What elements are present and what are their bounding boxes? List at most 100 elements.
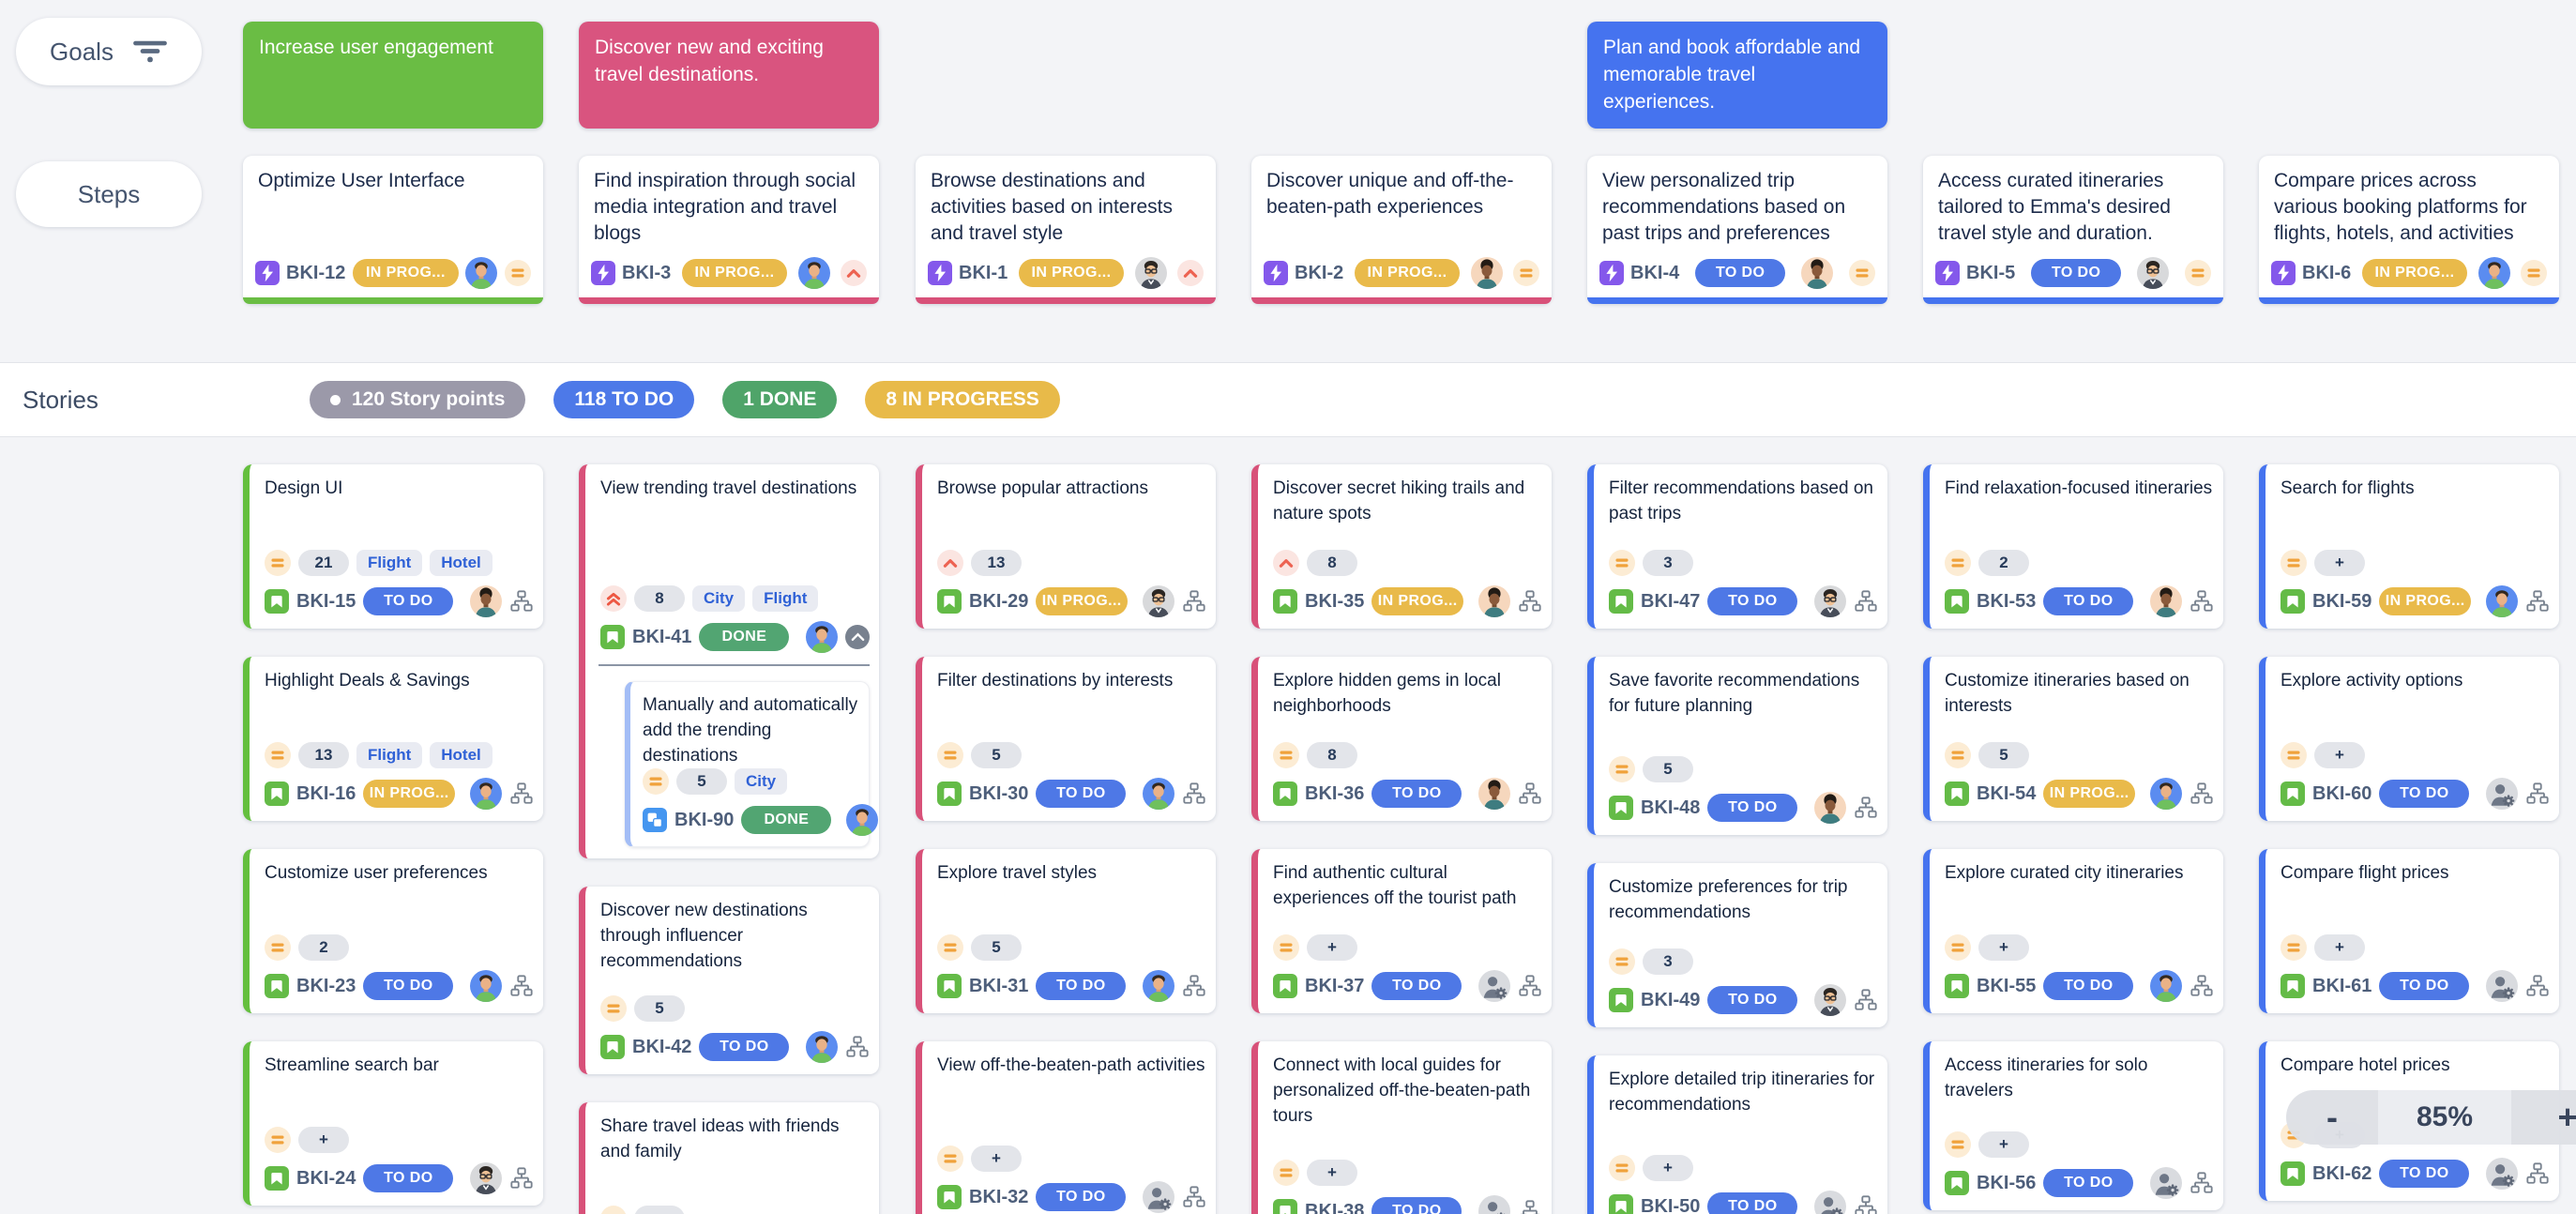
status-lozenge[interactable]: DONE: [699, 623, 790, 651]
add-child-tree-icon[interactable]: [2525, 974, 2550, 998]
goal-card[interactable]: Plan and book affordable and memorable t…: [1587, 22, 1887, 129]
story-card[interactable]: Save favorite recommendations for future…: [1587, 657, 1887, 835]
unassigned-avatar[interactable]: [1478, 970, 1510, 1002]
story-card[interactable]: Streamline search bar + BKI-24 TO DO: [243, 1041, 543, 1206]
avatar[interactable]: [1801, 257, 1834, 289]
status-lozenge[interactable]: TO DO: [699, 1033, 790, 1061]
story-card[interactable]: Find relaxation-focused itineraries 2 BKI-…: [1923, 464, 2223, 629]
estimate-pill[interactable]: +: [2314, 550, 2365, 576]
story-card[interactable]: Explore detailed trip itineraries for re…: [1587, 1055, 1887, 1214]
add-child-tree-icon[interactable]: [2190, 782, 2214, 806]
status-lozenge[interactable]: TO DO: [363, 587, 454, 615]
subtask-card[interactable]: Manually and automatically add the trend…: [625, 681, 879, 847]
status-lozenge[interactable]: IN PROG...: [352, 259, 459, 287]
estimate-pill[interactable]: 21: [298, 550, 349, 576]
story-card[interactable]: Highlight Deals & Savings 13 Flight Hotel BK…: [243, 657, 543, 821]
avatar[interactable]: [1814, 792, 1846, 824]
add-child-tree-icon[interactable]: [1854, 988, 1878, 1012]
estimate-pill[interactable]: +: [1307, 1160, 1357, 1186]
story-card[interactable]: Discover new destinations through influe…: [579, 887, 879, 1074]
estimate-pill[interactable]: 3: [1643, 948, 1693, 975]
avatar[interactable]: [1470, 257, 1503, 289]
status-lozenge[interactable]: TO DO: [363, 1164, 454, 1192]
avatar[interactable]: [806, 621, 838, 653]
estimate-pill[interactable]: +: [1978, 934, 2029, 961]
status-lozenge[interactable]: TO DO: [2043, 1169, 2134, 1197]
unassigned-avatar[interactable]: [2486, 970, 2518, 1002]
add-child-tree-icon[interactable]: [1182, 1185, 1206, 1209]
estimate-pill[interactable]: 3: [1643, 550, 1693, 576]
add-child-tree-icon[interactable]: [1854, 796, 1878, 820]
story-card[interactable]: Explore curated city itineraries + BKI-55 T…: [1923, 849, 2223, 1013]
add-child-tree-icon[interactable]: [1518, 589, 1542, 614]
step-card[interactable]: Browse destinations and activities based…: [916, 156, 1216, 304]
story-card[interactable]: Find authentic cultural experiences off …: [1251, 849, 1552, 1013]
status-lozenge[interactable]: TO DO: [1036, 972, 1127, 1000]
estimate-pill[interactable]: 5: [676, 768, 727, 795]
story-card[interactable]: Customize user preferences 2 BKI-23 TO DO: [243, 849, 543, 1013]
add-child-tree-icon[interactable]: [2525, 589, 2550, 614]
avatar[interactable]: [470, 778, 502, 810]
unassigned-avatar[interactable]: [2150, 1167, 2182, 1199]
step-card[interactable]: Discover unique and off-the-beaten-path …: [1251, 156, 1552, 304]
story-card[interactable]: Connect with local guides for personaliz…: [1251, 1041, 1552, 1214]
avatar[interactable]: [846, 804, 879, 836]
estimate-pill[interactable]: +: [634, 1206, 685, 1214]
status-lozenge[interactable]: IN PROG...: [1018, 259, 1125, 287]
story-card[interactable]: Filter destinations by interests 5 BKI-30 T…: [916, 657, 1216, 821]
avatar[interactable]: [465, 257, 498, 289]
story-card[interactable]: Browse popular attractions 13 BKI-29 IN PRO…: [916, 464, 1216, 629]
story-card[interactable]: View off-the-beaten-path activities + BKI-…: [916, 1041, 1216, 1214]
status-lozenge[interactable]: TO DO: [363, 972, 454, 1000]
step-card[interactable]: Find inspiration through social media in…: [579, 156, 879, 304]
add-child-tree-icon[interactable]: [1518, 1199, 1542, 1214]
add-child-tree-icon[interactable]: [1182, 974, 1206, 998]
estimate-pill[interactable]: 8: [634, 585, 685, 612]
add-child-tree-icon[interactable]: [1854, 589, 1878, 614]
step-card[interactable]: Compare prices across various booking pl…: [2259, 156, 2559, 304]
estimate-pill[interactable]: 5: [971, 742, 1022, 768]
estimate-pill[interactable]: +: [1978, 1131, 2029, 1158]
status-lozenge[interactable]: TO DO: [1707, 794, 1798, 822]
status-lozenge[interactable]: IN PROG...: [1371, 587, 1463, 615]
goals-row-toggle[interactable]: Goals: [16, 18, 202, 85]
add-child-tree-icon[interactable]: [1182, 589, 1206, 614]
status-lozenge[interactable]: IN PROG...: [1354, 259, 1461, 287]
story-card[interactable]: Explore hidden gems in local neighborhoo…: [1251, 657, 1552, 821]
add-child-tree-icon[interactable]: [1854, 1194, 1878, 1214]
unassigned-avatar[interactable]: [1143, 1181, 1174, 1213]
avatar[interactable]: [2486, 585, 2518, 617]
goal-card[interactable]: Increase user engagement: [243, 22, 543, 129]
story-card[interactable]: Filter recommendations based on past tri…: [1587, 464, 1887, 629]
add-child-tree-icon[interactable]: [509, 782, 534, 806]
add-child-tree-icon[interactable]: [2525, 1161, 2550, 1186]
status-lozenge[interactable]: TO DO: [1371, 780, 1462, 808]
avatar[interactable]: [470, 1162, 502, 1194]
status-lozenge[interactable]: IN PROG...: [1036, 587, 1128, 615]
story-card[interactable]: Discover secret hiking trails and nature…: [1251, 464, 1552, 629]
unassigned-avatar[interactable]: [1814, 1191, 1846, 1214]
avatar[interactable]: [470, 585, 502, 617]
add-child-tree-icon[interactable]: [845, 1035, 870, 1059]
estimate-pill[interactable]: 13: [298, 742, 349, 768]
estimate-pill[interactable]: +: [2314, 742, 2365, 768]
zoom-in-button[interactable]: +: [2511, 1090, 2576, 1145]
avatar[interactable]: [1134, 257, 1167, 289]
story-card[interactable]: Customize itineraries based on interests…: [1923, 657, 2223, 821]
status-lozenge[interactable]: TO DO: [1036, 1183, 1127, 1211]
add-child-tree-icon[interactable]: [1518, 782, 1542, 806]
estimate-pill[interactable]: 8: [1307, 550, 1357, 576]
estimate-pill[interactable]: +: [298, 1127, 349, 1153]
estimate-pill[interactable]: 5: [634, 995, 685, 1022]
status-lozenge[interactable]: IN PROG...: [363, 780, 455, 808]
avatar[interactable]: [806, 1031, 838, 1063]
status-lozenge[interactable]: TO DO: [1707, 1192, 1798, 1214]
status-lozenge[interactable]: TO DO: [1371, 1197, 1462, 1214]
story-card[interactable]: Design UI 21 Flight Hotel BKI-15 TO DO: [243, 464, 543, 629]
estimate-pill[interactable]: +: [2314, 934, 2365, 961]
estimate-pill[interactable]: 13: [971, 550, 1022, 576]
add-child-tree-icon[interactable]: [509, 974, 534, 998]
status-lozenge[interactable]: DONE: [741, 806, 832, 834]
add-child-tree-icon[interactable]: [2190, 589, 2214, 614]
